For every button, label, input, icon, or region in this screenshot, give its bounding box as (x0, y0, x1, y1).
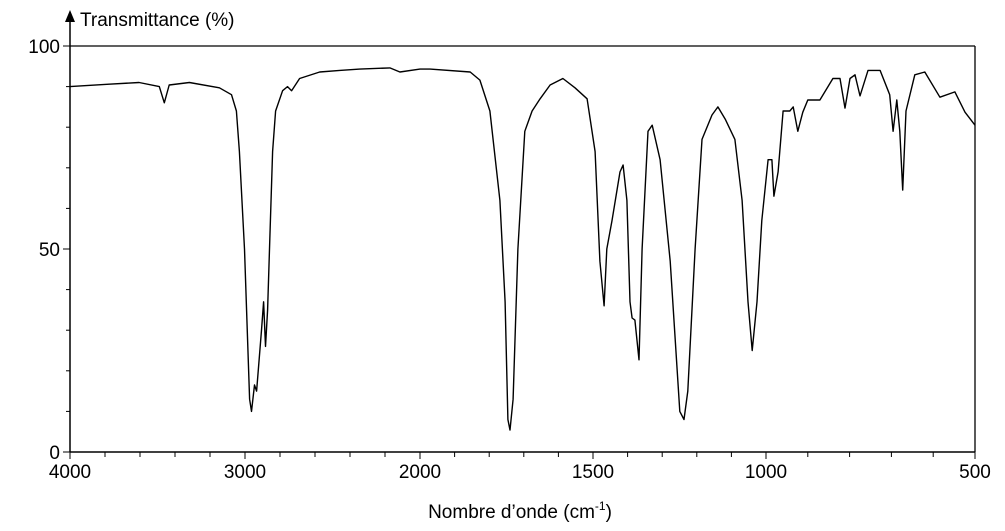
series-group (69, 67, 976, 431)
x-tick-label: 500 (959, 462, 991, 483)
x-axis-title: Nombre d’onde (cm-1) (428, 499, 612, 523)
x-tick-label: 4000 (49, 462, 91, 483)
x-axis-title-close: ) (606, 502, 612, 523)
plot-frame (65, 10, 976, 453)
spectrum-line (69, 67, 976, 431)
x-axis-title-sup: -1 (595, 499, 606, 513)
y-tick-label: 50 (39, 240, 60, 261)
y-tick-label: 100 (28, 37, 60, 58)
y-tick-label: 0 (49, 443, 60, 464)
x-axis-title-main: Nombre d’onde (cm (428, 502, 595, 523)
y-axis-title: Transmittance (%) (80, 10, 235, 31)
x-tick-label: 3000 (224, 462, 266, 483)
axis-ticks: 4000 3000 2000 1500 1000 500 0 50 100 (28, 37, 991, 483)
x-tick-label: 1500 (572, 462, 614, 483)
x-tick-label: 2000 (399, 462, 441, 483)
y-axis-arrow-icon (65, 10, 75, 22)
x-tick-label: 1000 (745, 462, 787, 483)
